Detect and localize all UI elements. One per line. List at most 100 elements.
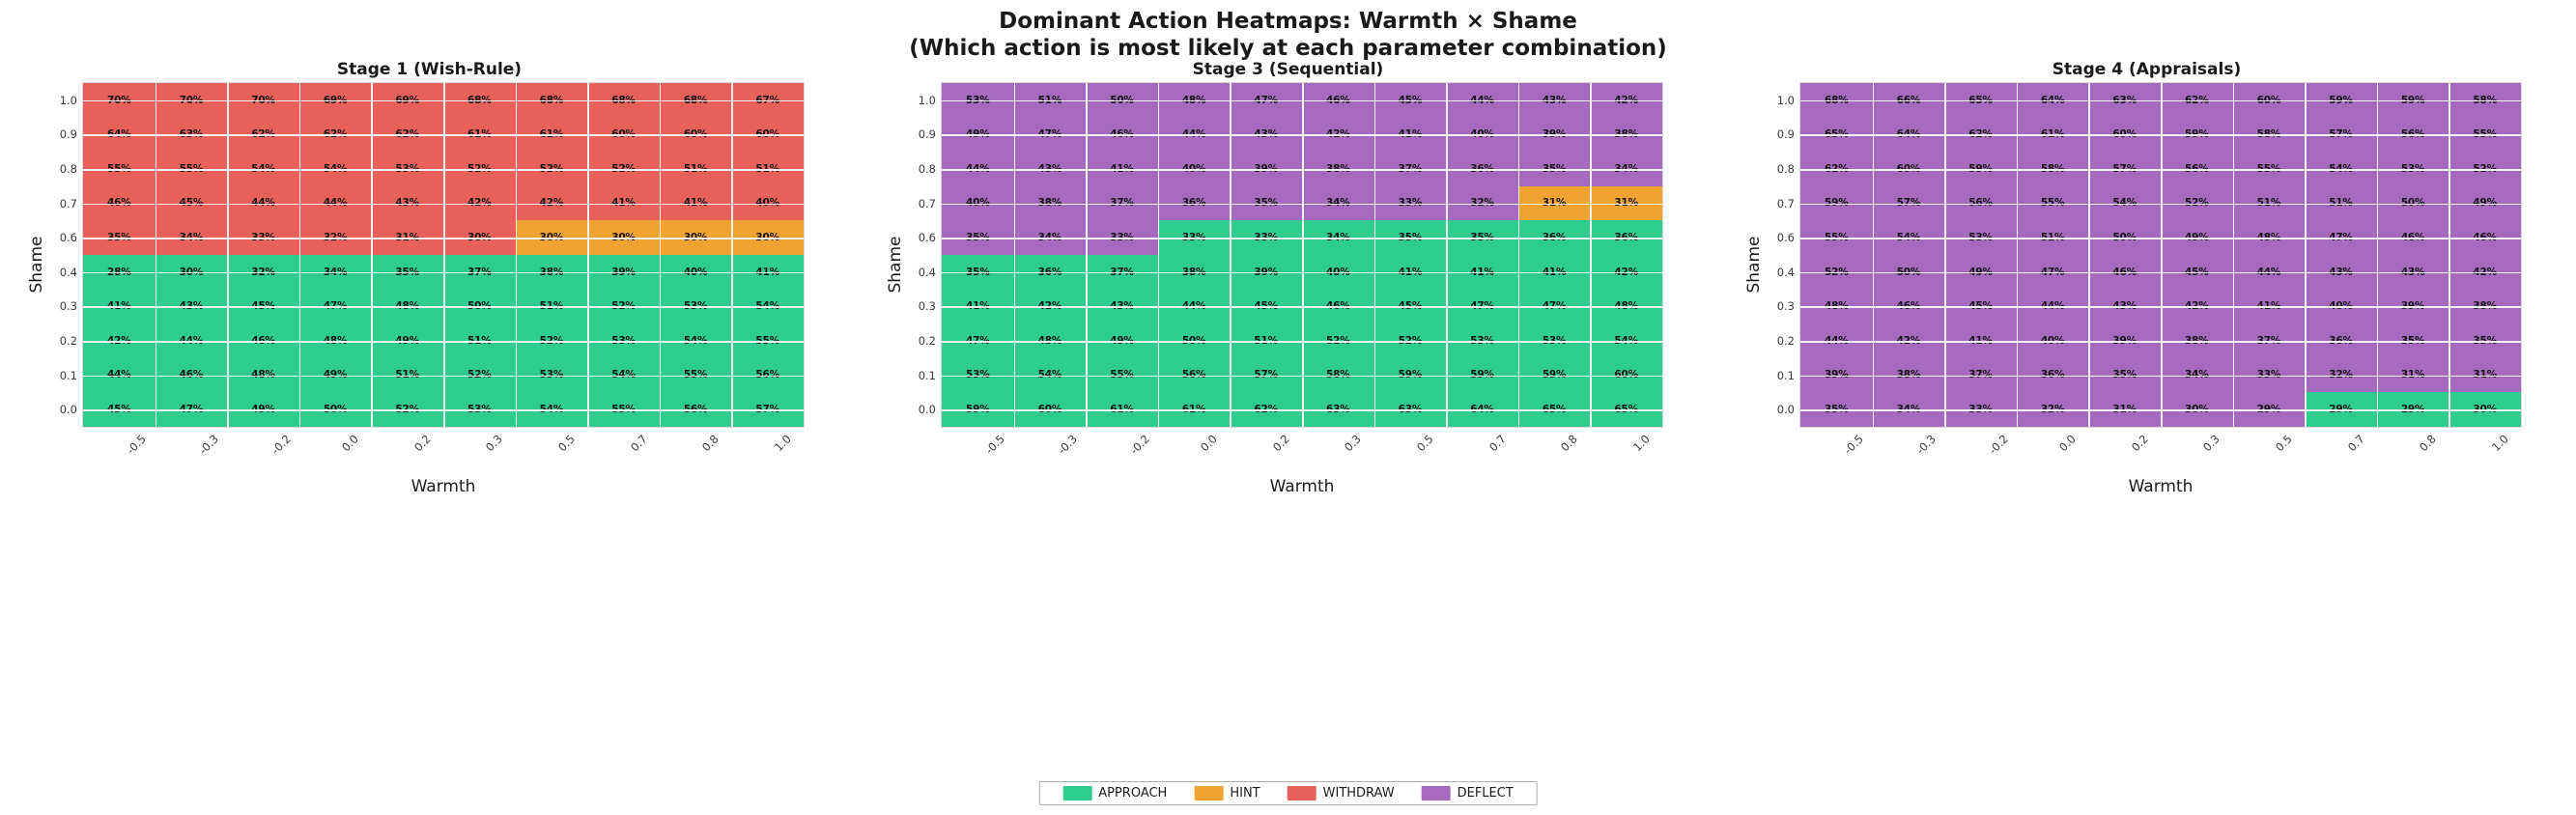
cell-value: 69%	[395, 94, 419, 106]
heatmap-cell: 60%	[1013, 392, 1087, 427]
y-tick-label: 0.0	[1776, 403, 1795, 417]
cell-value: 46%	[1326, 94, 1350, 106]
heatmap-cell: 43%	[155, 289, 228, 324]
x-tick-label: -0.3	[1913, 432, 1939, 458]
heatmap-cell: 63%	[155, 117, 228, 153]
cell-value: 36%	[1037, 266, 1062, 278]
cell-value: 41%	[611, 197, 636, 210]
cell-value: 42%	[107, 334, 131, 347]
y-tick-label: 0.9	[59, 127, 77, 142]
heatmap-cell: 42%	[1013, 289, 1087, 324]
cell-value: 60%	[2256, 94, 2281, 106]
cell-value: 50%	[2112, 231, 2137, 243]
cell-value: 51%	[395, 369, 419, 381]
heatmap-cell: 45%	[2160, 254, 2233, 290]
heatmap-cell: 58%	[2232, 117, 2306, 153]
heatmap-cell: 44%	[1800, 323, 1873, 358]
cell-value: 33%	[1968, 403, 1993, 415]
heatmap-cell: 60%	[1590, 357, 1662, 393]
cell-value: 34%	[1326, 231, 1350, 243]
cell-value: 53%	[683, 300, 708, 313]
heatmap-cell: 29%	[2305, 392, 2377, 427]
cell-value: 52%	[2473, 162, 2497, 175]
legend-item-hint[interactable]: HINT	[1180, 786, 1273, 801]
cell-value: 38%	[1614, 128, 1638, 141]
heatmap-cell: 53%	[659, 289, 732, 324]
cell-value: 48%	[1825, 300, 1849, 313]
y-tick-label: 0.3	[1776, 299, 1795, 314]
heatmap-cell: 35%	[1800, 392, 1873, 427]
cell-value: 34%	[2185, 369, 2209, 381]
cell-value: 68%	[1825, 94, 1849, 106]
cell-value: 64%	[107, 128, 131, 141]
cell-value: 50%	[1110, 94, 1134, 106]
cell-value: 44%	[1470, 94, 1494, 106]
cell-value: 39%	[1254, 266, 1278, 278]
cell-value: 55%	[755, 334, 779, 347]
heatmap-cell: 65%	[1590, 392, 1662, 427]
cell-value: 49%	[395, 334, 419, 347]
heatmap-cell: 41%	[83, 289, 156, 324]
heatmap-cell: 35%	[1373, 220, 1447, 255]
heatmap-cell: 44%	[1157, 117, 1231, 153]
heatmap-cell: 42%	[442, 185, 516, 221]
cell-value: 44%	[1825, 334, 1849, 347]
cell-value: 58%	[2040, 162, 2065, 175]
x-tick-label: -0.5	[982, 432, 1008, 458]
cell-value: 48%	[2256, 231, 2281, 243]
y-tick-label: 0.9	[1776, 127, 1795, 142]
cell-value: 30%	[611, 231, 636, 243]
cell-value: 57%	[2329, 128, 2353, 141]
cell-value: 53%	[611, 334, 636, 347]
cell-value: 42%	[539, 197, 564, 210]
heatmap-cell: 69%	[371, 83, 443, 118]
legend-item-deflect[interactable]: DEFLECT	[1408, 786, 1527, 801]
cell-value: 34%	[323, 266, 348, 278]
legend-label: HINT	[1230, 786, 1260, 801]
cell-value: 53%	[1968, 231, 1993, 243]
cell-value: 55%	[2256, 162, 2281, 175]
y-tick-label: 0.9	[918, 127, 936, 142]
heatmap-grid: 68% 66% 65% 64% 63% 62% 60% 59% 59% 58% 65% 64% 62% 6…	[1799, 82, 2522, 428]
heatmap-cell: 44%	[942, 152, 1014, 186]
heatmap-cell: 41%	[731, 254, 804, 290]
heatmap-cell: 54%	[298, 152, 372, 186]
cell-value: 44%	[179, 334, 204, 347]
heatmap-cell: 64%	[1446, 392, 1518, 427]
heatmap-cell: 35%	[942, 220, 1014, 255]
legend-swatch-icon	[1194, 786, 1224, 801]
x-tick-label: 0.5	[2272, 432, 2295, 455]
heatmap-cell: 31%	[2449, 357, 2521, 393]
legend-item-withdraw[interactable]: WITHDRAW	[1274, 786, 1408, 801]
cell-value: 35%	[2400, 334, 2425, 347]
cell-value: 51%	[2040, 231, 2065, 243]
cell-value: 52%	[1326, 334, 1350, 347]
heatmap-cell: 54%	[587, 357, 660, 393]
heatmap-cell: 44%	[298, 185, 372, 221]
x-tick-label: 0.8	[1558, 432, 1580, 455]
x-axis-label: Warmth	[1269, 477, 1335, 496]
heatmap-cell: 54%	[731, 289, 804, 324]
cell-value: 37%	[1398, 162, 1423, 175]
heatmap-cell: 54%	[1013, 357, 1087, 393]
x-tick-label: 0.0	[1198, 432, 1220, 455]
cell-value: 37%	[1110, 197, 1134, 210]
cell-value: 41%	[107, 300, 131, 313]
cell-value: 32%	[1470, 197, 1494, 210]
cell-value: 54%	[755, 300, 779, 313]
cell-value: 65%	[1614, 403, 1638, 415]
cell-value: 59%	[2400, 94, 2425, 106]
heatmap-cell: 54%	[1872, 220, 1945, 255]
heatmap-cell: 44%	[2016, 289, 2089, 324]
cell-value: 42%	[467, 197, 492, 210]
heatmap-cell: 45%	[1373, 289, 1447, 324]
legend-item-approach[interactable]: APPROACH	[1049, 786, 1180, 801]
heatmap-cell: 39%	[587, 254, 660, 290]
cell-value: 62%	[323, 128, 348, 141]
cell-value: 62%	[2185, 94, 2209, 106]
x-tick-label: 0.2	[410, 432, 434, 455]
heatmap-cell: 55%	[83, 152, 156, 186]
heatmap-cell: 51%	[515, 289, 588, 324]
heatmap-cell: 40%	[942, 185, 1014, 221]
cell-value: 35%	[2473, 334, 2497, 347]
